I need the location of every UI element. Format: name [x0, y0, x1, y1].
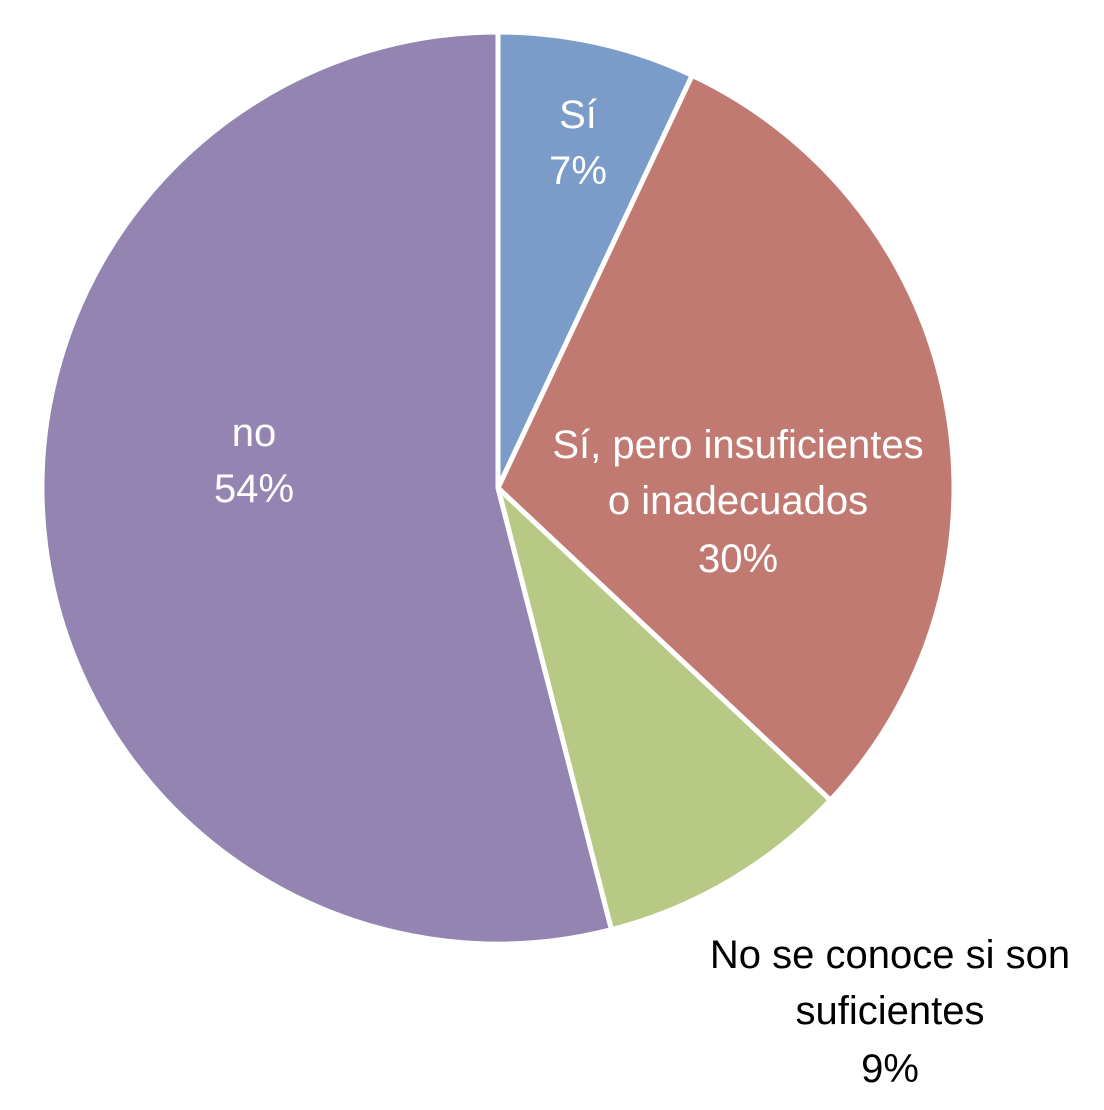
- pie-slices: [39, 29, 957, 947]
- slice-value-label: 7%: [549, 149, 607, 193]
- pie-slice-4: [39, 29, 614, 947]
- slice-category-label: suficientes: [796, 989, 985, 1033]
- slice-labels: Sí 7% Sí, pero insuficientes o inadecuados 3…: [214, 93, 1070, 1091]
- slice-category-label: Sí: [559, 93, 597, 137]
- slice-value-label: 54%: [214, 467, 294, 511]
- slice-category-label: no: [232, 411, 277, 455]
- slice-value-label: 9%: [861, 1047, 919, 1091]
- pie-slice-3: [495, 485, 833, 933]
- pie-slice-2: [495, 72, 957, 803]
- slice-value-label: 30%: [698, 537, 778, 581]
- pie-slice-1: [495, 29, 695, 491]
- slice-category-label: o inadecuados: [608, 479, 868, 523]
- slice-category-label: Sí, pero insuficientes: [552, 423, 923, 467]
- slice-category-label: No se conoce si son: [710, 933, 1070, 977]
